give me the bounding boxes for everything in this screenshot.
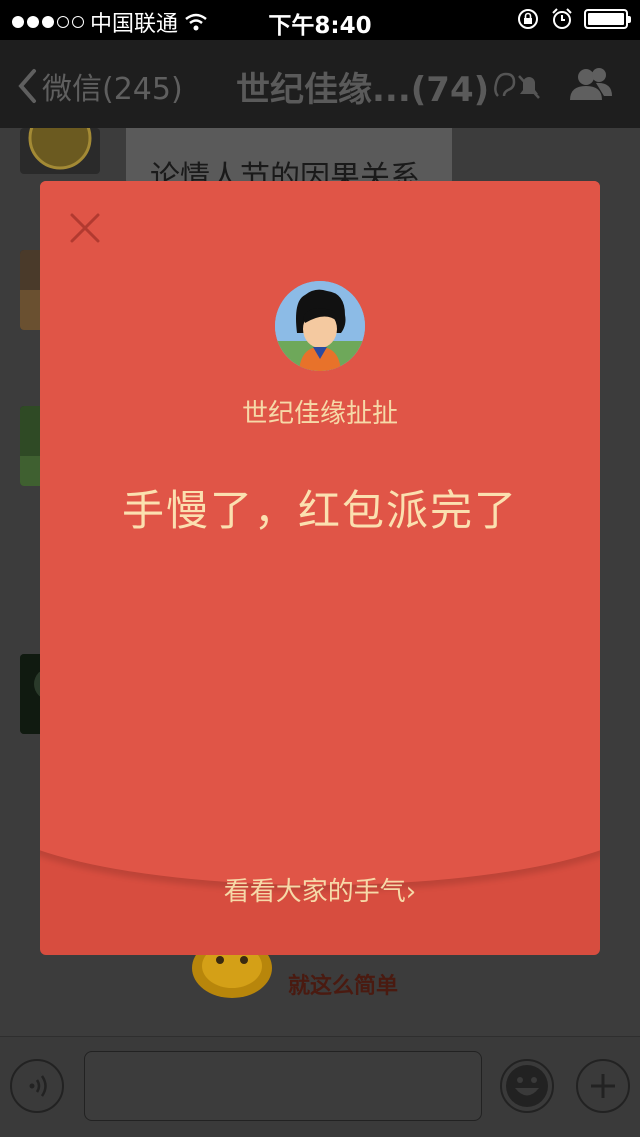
status-left: 中国联通 xyxy=(12,6,208,38)
back-chevron-icon xyxy=(18,69,36,103)
voice-icon xyxy=(29,1075,47,1097)
more-button[interactable] xyxy=(576,1059,630,1113)
sender-avatar xyxy=(275,281,365,371)
nav-bar: 微信(245) 世纪佳缘...(74) xyxy=(0,40,640,128)
carrier-name: 中国联通 xyxy=(90,12,179,37)
plus-icon xyxy=(591,1074,615,1098)
mute-icon xyxy=(494,72,540,99)
voice-button[interactable] xyxy=(10,1059,64,1113)
input-bar xyxy=(0,1036,640,1137)
back-label: 微信(245) xyxy=(42,72,183,107)
message-bubble[interactable] xyxy=(126,128,452,188)
battery-icon xyxy=(584,9,631,29)
sticker-caption: 就这么简单 xyxy=(288,974,399,999)
sender-name: 世纪佳缘扯扯 xyxy=(241,399,398,429)
group-members-icon[interactable] xyxy=(566,66,616,102)
signal-strength-icon xyxy=(12,16,84,28)
lock-rotation-icon xyxy=(518,9,538,29)
alarm-icon xyxy=(552,8,572,29)
packet-status-message: 手慢了，红包派完了 xyxy=(121,486,518,535)
message-input[interactable] xyxy=(84,1051,482,1121)
chat-title: 世纪佳缘...(74) xyxy=(236,70,490,110)
red-packet-modal: 世纪佳缘扯扯 手慢了，红包派完了 看看大家的手气› xyxy=(40,181,600,955)
avatar[interactable] xyxy=(20,128,100,174)
wifi-icon xyxy=(185,13,207,31)
status-bar: 中国联通 下午8:40 xyxy=(0,0,640,40)
emoji-icon xyxy=(506,1065,548,1107)
close-icon[interactable] xyxy=(68,211,102,245)
status-right xyxy=(516,7,631,31)
emoji-button[interactable] xyxy=(500,1059,554,1113)
see-everyones-luck-link[interactable]: 看看大家的手气› xyxy=(40,871,600,908)
status-time: 下午8:40 xyxy=(268,13,372,39)
see-luck-label: 看看大家的手气 xyxy=(223,877,406,907)
chevron-right-icon: › xyxy=(405,877,417,907)
back-button[interactable]: 微信(245) xyxy=(16,64,183,108)
battery-fill xyxy=(588,13,624,25)
